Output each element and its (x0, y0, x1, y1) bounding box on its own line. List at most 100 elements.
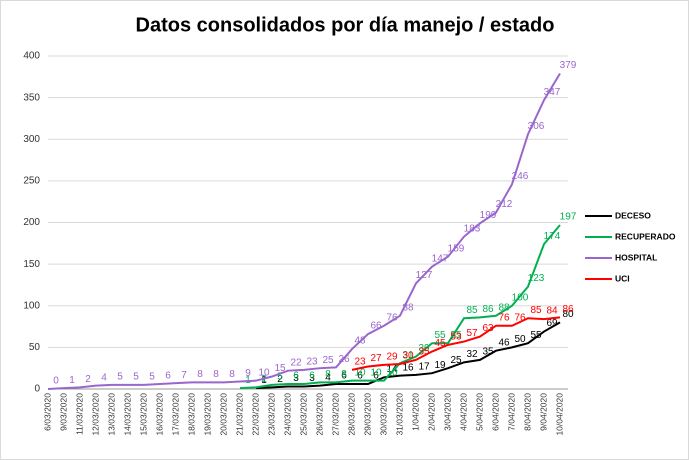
data-label: 159 (448, 243, 465, 254)
data-label: 16 (402, 362, 414, 373)
x-tick-label: 10/04/2020 (554, 393, 564, 436)
x-tick-label: 22/03/2020 (250, 393, 260, 436)
x-tick-label: 21/03/2020 (234, 393, 244, 436)
data-label: 100 (512, 292, 529, 303)
data-label: 55 (434, 330, 446, 341)
data-label: 76 (386, 312, 398, 323)
legend-label: DECESO (615, 210, 651, 220)
x-tick-label: 17/03/2020 (170, 393, 180, 436)
data-label: 10 (386, 367, 398, 378)
data-label: 197 (560, 212, 577, 223)
y-tick-label: 150 (23, 259, 40, 270)
data-label: 32 (466, 349, 478, 360)
x-tick-label: 27/03/2020 (330, 393, 340, 436)
data-label: 88 (498, 302, 510, 313)
data-label: 1 (261, 375, 267, 386)
chart-title: Datos consolidados por día manejo / esta… (136, 14, 555, 36)
x-tick-label: 26/03/2020 (314, 393, 324, 436)
series-line (255, 321, 561, 390)
data-label: 8 (341, 369, 347, 380)
data-label: 174 (544, 231, 561, 242)
data-label: 5 (277, 371, 283, 382)
x-tick-label: 24/03/2020 (282, 393, 292, 436)
data-label: 1 (69, 375, 75, 386)
data-label: 212 (496, 199, 513, 210)
data-label: 22 (290, 357, 302, 368)
y-tick-label: 400 (23, 51, 40, 62)
data-label: 4 (101, 372, 107, 383)
x-tick-label: 8/04/2020 (522, 393, 532, 431)
data-label: 86 (482, 304, 494, 315)
y-tick-label: 0 (34, 384, 40, 395)
data-label: 6 (293, 371, 299, 382)
data-label: 29 (386, 351, 398, 362)
data-label: 8 (213, 369, 219, 380)
data-label: 17 (418, 361, 430, 372)
x-tick-label: 6/04/2020 (490, 393, 500, 431)
data-label: 55 (450, 330, 462, 341)
data-label: 183 (464, 223, 481, 234)
data-label: 306 (528, 121, 545, 132)
data-label: 6 (357, 371, 363, 382)
data-label: 31 (402, 350, 414, 361)
data-label: 10 (370, 367, 382, 378)
x-tick-label: 14/03/2020 (122, 393, 132, 436)
data-label: 6 (373, 371, 379, 382)
data-label: 2 (85, 374, 91, 385)
data-label: 123 (528, 273, 545, 284)
x-tick-label: 2/04/2020 (426, 393, 436, 431)
data-label: 85 (466, 305, 478, 316)
x-tick-label: 31/03/2020 (394, 393, 404, 436)
y-tick-label: 250 (23, 176, 40, 187)
series-line (47, 72, 561, 390)
data-label: 35 (482, 347, 494, 358)
data-label: 6 (341, 371, 347, 382)
x-tick-label: 9/03/2020 (58, 393, 68, 431)
data-label: 10 (258, 367, 270, 378)
data-label: 46 (498, 337, 510, 348)
x-tick-label: 1/04/2020 (410, 393, 420, 431)
data-label: 55 (530, 330, 542, 341)
y-tick-label: 350 (23, 92, 40, 103)
legend-label: RECUPERADO (615, 231, 676, 241)
data-label: 10 (354, 367, 366, 378)
data-label: 26 (338, 354, 350, 365)
data-label: 48 (354, 336, 366, 347)
data-label: 86 (562, 304, 574, 315)
data-label: 66 (370, 321, 382, 332)
y-tick-label: 100 (23, 300, 40, 311)
y-tick-label: 200 (23, 217, 40, 228)
x-tick-label: 16/03/2020 (154, 393, 164, 436)
x-tick-label: 11/03/2020 (74, 393, 84, 435)
data-label: 14 (386, 364, 398, 375)
x-tick-label: 6/03/2020 (42, 393, 52, 431)
series-line (351, 316, 561, 371)
data-label: 3 (309, 373, 315, 384)
x-tick-label: 20/03/2020 (218, 393, 228, 436)
data-label: 63 (482, 323, 494, 334)
x-tick-label: 19/03/2020 (202, 393, 212, 436)
data-label: 3 (293, 373, 299, 384)
legend-label: UCI (615, 273, 630, 283)
data-label: 80 (562, 309, 574, 320)
data-label: 50 (514, 334, 526, 345)
data-label: 9 (245, 368, 251, 379)
x-tick-label: 25/03/2020 (298, 393, 308, 436)
data-label: 76 (514, 312, 526, 323)
data-label: 4 (325, 372, 331, 383)
data-label: 30 (402, 351, 414, 362)
data-label: 6 (309, 371, 315, 382)
data-label: 5 (117, 371, 123, 382)
data-label: 379 (560, 60, 577, 71)
data-label: 25 (322, 355, 334, 366)
data-label: 6 (165, 371, 171, 382)
data-label: 0 (53, 376, 59, 387)
x-tick-label: 7/04/2020 (506, 393, 516, 431)
data-label: 7 (181, 370, 187, 381)
data-label: 5 (149, 371, 155, 382)
data-label: 69 (546, 318, 558, 329)
data-label: 199 (480, 210, 497, 221)
data-label: 45 (434, 338, 446, 349)
x-tick-label: 9/04/2020 (538, 393, 548, 431)
